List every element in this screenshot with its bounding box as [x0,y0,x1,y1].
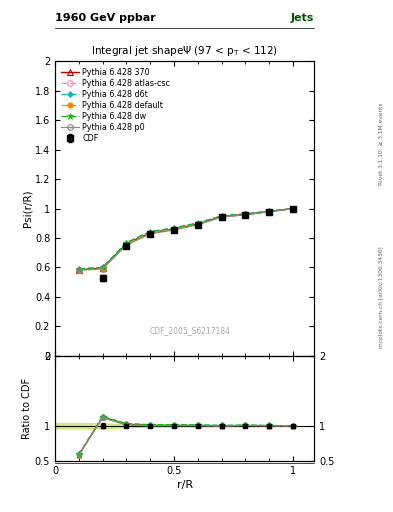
Pythia 6.428 370 [148,230,152,236]
Pythia 6.428 p0 [219,214,224,220]
Pythia 6.428 p0 [77,267,81,273]
Line: Pythia 6.428 370: Pythia 6.428 370 [76,206,296,272]
Pythia 6.428 d6t [267,208,272,215]
Pythia 6.428 370 [267,208,272,215]
Pythia 6.428 370 [219,214,224,220]
Pythia 6.428 default [124,241,129,247]
Line: Pythia 6.428 p0: Pythia 6.428 p0 [76,206,296,273]
Pythia 6.428 default [100,265,105,271]
Text: 1960 GeV ppbar: 1960 GeV ppbar [55,13,156,23]
Pythia 6.428 default [148,230,152,236]
Pythia 6.428 atlas-csc [291,205,296,211]
Pythia 6.428 default [267,208,272,215]
Pythia 6.428 default [291,205,296,211]
Pythia 6.428 atlas-csc [195,221,200,227]
Pythia 6.428 d6t [148,228,152,234]
Pythia 6.428 370 [77,267,81,273]
Pythia 6.428 370 [100,265,105,271]
Y-axis label: Ratio to CDF: Ratio to CDF [22,378,32,439]
Text: Jets: Jets [291,13,314,23]
Pythia 6.428 dw [124,240,129,246]
Pythia 6.428 d6t [243,211,248,217]
Pythia 6.428 default [77,267,81,273]
Pythia 6.428 370 [243,211,248,218]
Pythia 6.428 p0 [100,266,105,272]
Pythia 6.428 dw [77,266,81,272]
Pythia 6.428 d6t [219,213,224,219]
Y-axis label: Psi(r/R): Psi(r/R) [22,190,32,227]
Pythia 6.428 dw [291,205,296,211]
Text: Integral jet shape$\Psi$ (97 < p$_\mathrm{T}$ < 112): Integral jet shape$\Psi$ (97 < p$_\mathr… [91,45,278,58]
Pythia 6.428 atlas-csc [219,214,224,220]
Pythia 6.428 p0 [291,205,296,211]
Pythia 6.428 d6t [100,264,105,270]
Text: Rivet 3.1.10; ≥ 3.1M events: Rivet 3.1.10; ≥ 3.1M events [379,102,384,185]
Line: Pythia 6.428 d6t: Pythia 6.428 d6t [77,206,295,271]
Pythia 6.428 dw [243,211,248,217]
Pythia 6.428 p0 [148,231,152,237]
Pythia 6.428 dw [100,264,105,270]
Pythia 6.428 dw [219,213,224,219]
Pythia 6.428 atlas-csc [100,265,105,271]
Pythia 6.428 370 [124,241,129,247]
Pythia 6.428 atlas-csc [243,211,248,218]
Pythia 6.428 370 [195,221,200,227]
Pythia 6.428 d6t [195,220,200,226]
Pythia 6.428 atlas-csc [267,208,272,215]
Pythia 6.428 default [219,214,224,220]
Pythia 6.428 dw [195,220,200,226]
Pythia 6.428 p0 [267,209,272,215]
Pythia 6.428 atlas-csc [77,267,81,273]
Pythia 6.428 dw [267,208,272,215]
Pythia 6.428 370 [172,226,176,232]
Pythia 6.428 atlas-csc [148,230,152,236]
Pythia 6.428 p0 [195,222,200,228]
Pythia 6.428 370 [291,205,296,211]
Pythia 6.428 default [172,226,176,232]
Pythia 6.428 atlas-csc [124,241,129,247]
Line: Pythia 6.428 default: Pythia 6.428 default [76,206,296,272]
Pythia 6.428 d6t [291,205,296,211]
X-axis label: r/R: r/R [176,480,193,490]
Pythia 6.428 d6t [77,266,81,272]
Line: Pythia 6.428 dw: Pythia 6.428 dw [75,205,296,272]
Pythia 6.428 atlas-csc [172,226,176,232]
Text: CDF_2005_S6217184: CDF_2005_S6217184 [149,326,230,335]
Pythia 6.428 p0 [124,242,129,248]
Pythia 6.428 dw [148,228,152,234]
Legend: Pythia 6.428 370, Pythia 6.428 atlas-csc, Pythia 6.428 d6t, Pythia 6.428 default: Pythia 6.428 370, Pythia 6.428 atlas-csc… [59,66,173,145]
Pythia 6.428 d6t [124,240,129,246]
Pythia 6.428 default [243,211,248,218]
Pythia 6.428 dw [172,225,176,231]
Pythia 6.428 p0 [243,212,248,218]
Pythia 6.428 d6t [172,225,176,231]
Text: mcplots.cern.ch [arXiv:1306.3436]: mcplots.cern.ch [arXiv:1306.3436] [379,246,384,348]
Pythia 6.428 default [195,221,200,227]
Pythia 6.428 p0 [172,227,176,233]
Line: Pythia 6.428 atlas-csc: Pythia 6.428 atlas-csc [76,206,296,272]
